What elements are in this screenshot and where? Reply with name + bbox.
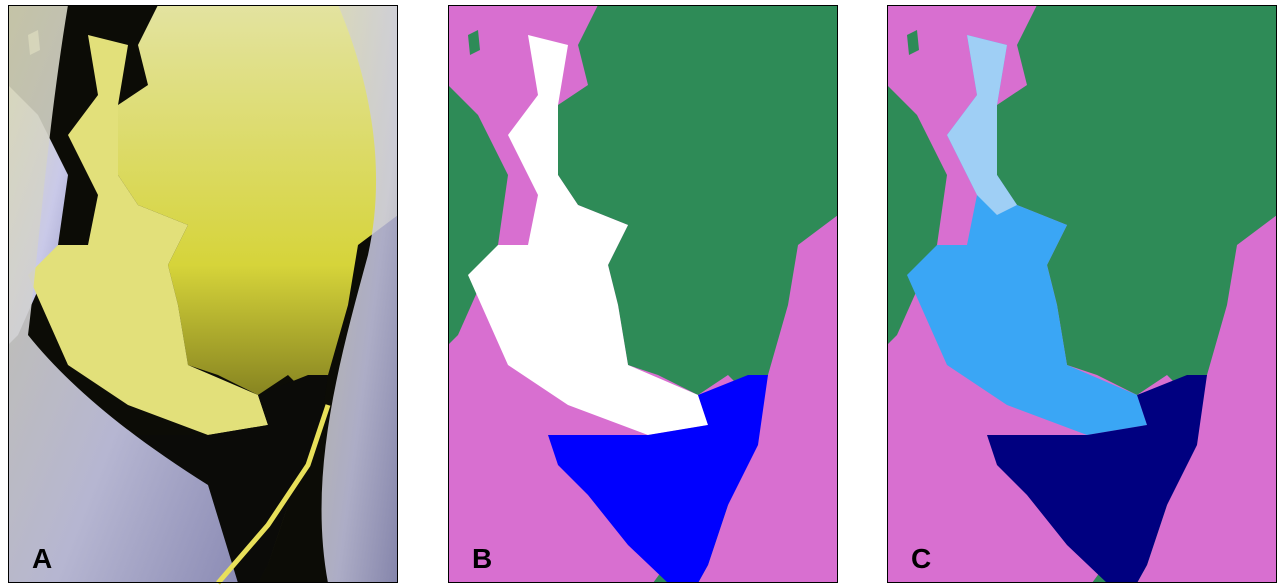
image-panel: B: [448, 5, 838, 583]
image-panel: C: [887, 5, 1277, 583]
panel-label: B: [472, 543, 492, 574]
panel-label: C: [911, 543, 931, 574]
image-panel: A: [8, 5, 398, 583]
panel-label: A: [32, 543, 52, 574]
figure: A B C: [0, 0, 1277, 586]
